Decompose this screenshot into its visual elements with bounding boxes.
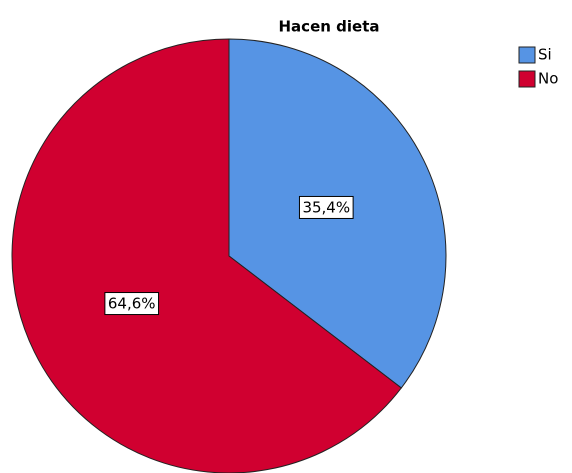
data-label: 64,6% [104,292,160,316]
pie-slice [11,38,402,473]
legend-swatch [518,70,536,88]
legend-label: Si [538,46,552,64]
chart-title: Hacen dieta [279,18,380,36]
legend-swatch [518,46,536,64]
data-label-box [104,292,160,316]
legend-label: No [538,70,558,88]
data-label-text: 64,6% [108,295,156,313]
data-label-text: 35,4% [302,198,350,216]
data-label-box [298,195,354,219]
data-label: 35,4% [298,195,354,219]
